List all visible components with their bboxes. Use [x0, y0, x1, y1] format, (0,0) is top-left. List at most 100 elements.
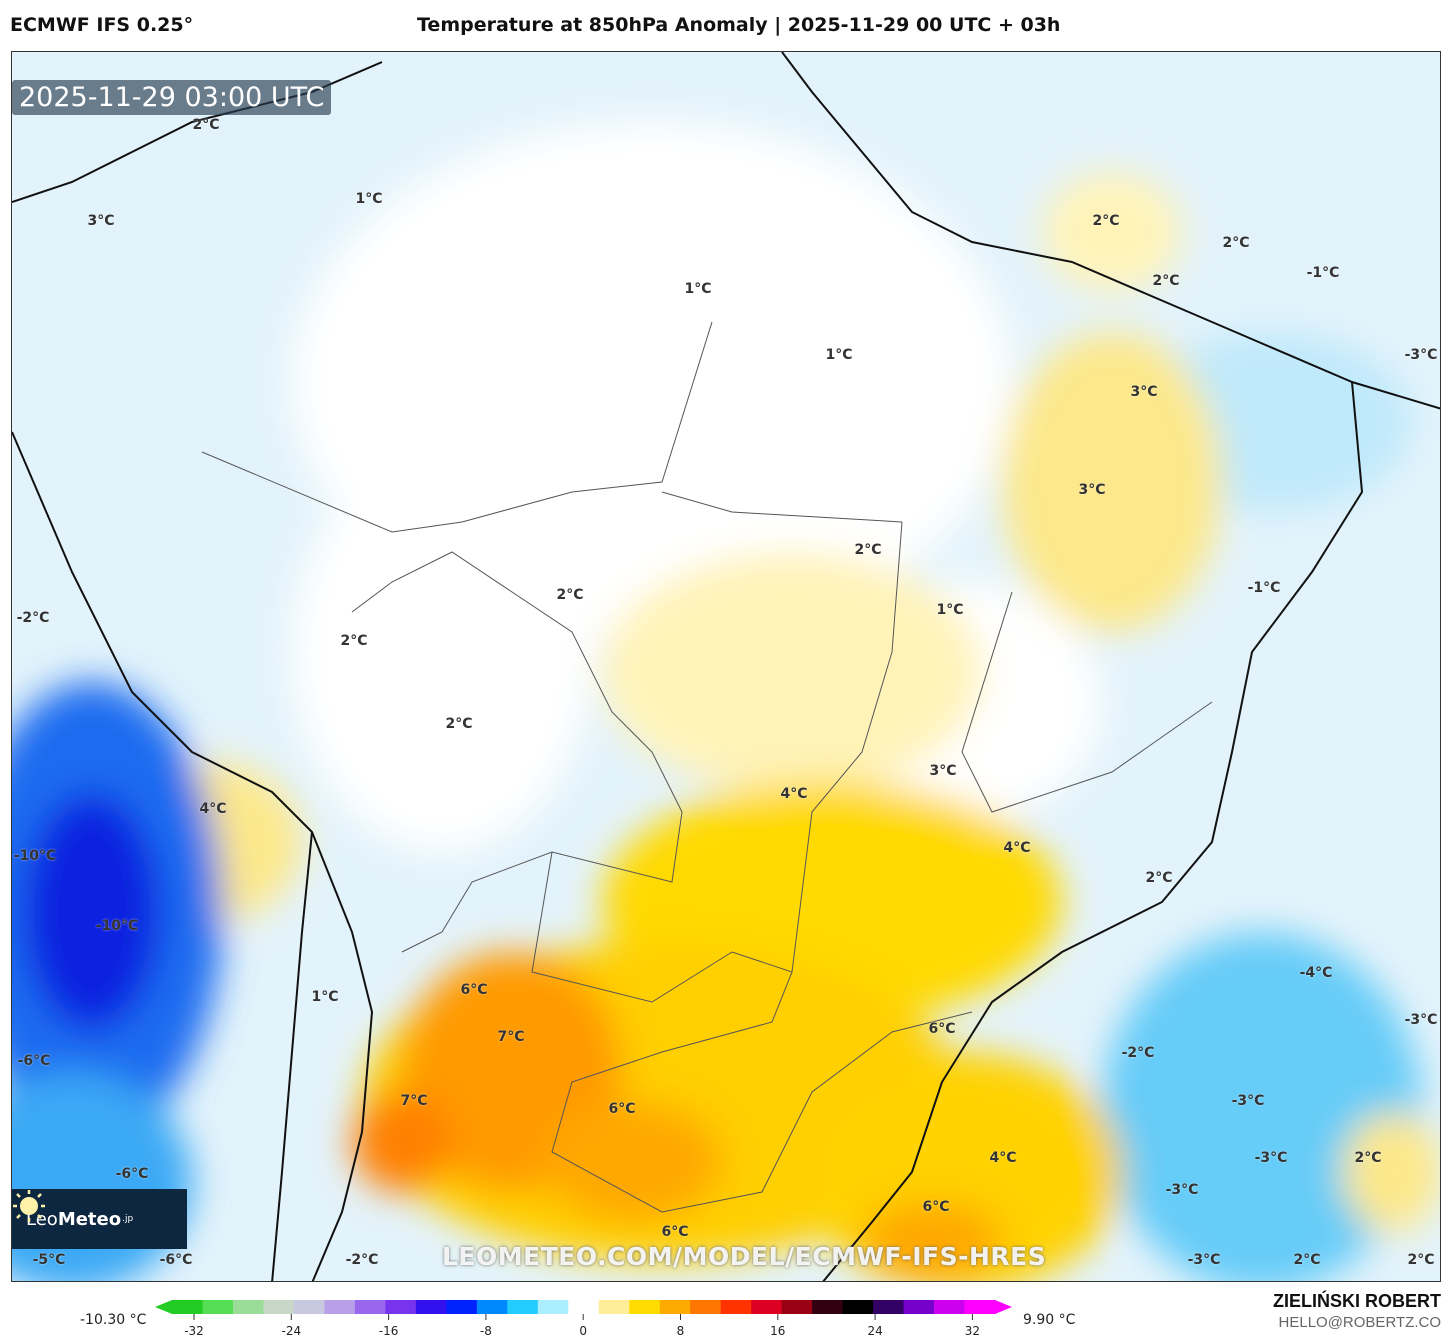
contour-label: 6°C — [661, 1224, 689, 1240]
valid-time-stamp: 2025-11-29 03:00 UTC — [12, 80, 332, 115]
contour-label: -3°C — [1187, 1252, 1221, 1268]
contour-label: 1°C — [825, 347, 853, 363]
watermark-url: LEOMETEO.COM/MODEL/ECMWF-IFS-HRES — [442, 1242, 1047, 1271]
colorbar: -10.30 °C -32 -24 -16 -8 0 8 16 24 32 9.90 °C ZI… — [0, 1290, 1451, 1338]
contour-label: 2°C — [1092, 213, 1120, 229]
chart-title: Temperature at 850hPa Anomaly | 2025-11-… — [417, 14, 1061, 36]
colorbar-swatch — [720, 1300, 752, 1314]
colorbar-scale: -32 -24 -16 -8 0 8 16 24 32 — [155, 1300, 1012, 1338]
contour-label: 2°C — [1293, 1252, 1321, 1268]
contour-label: 2°C — [1152, 273, 1180, 289]
author-email[interactable]: HELLO@ROBERTZ.CO — [1278, 1314, 1441, 1331]
anomaly-field — [12, 52, 1440, 1281]
contour-label: 3°C — [1078, 482, 1106, 498]
contour-label: 1°C — [684, 281, 712, 297]
colorbar-max-label: 9.90 °C — [1023, 1312, 1076, 1328]
colorbar-tick-label: -24 — [281, 1324, 301, 1338]
contour-label: -1°C — [1247, 580, 1281, 596]
logo-text-meteo: Meteo — [57, 1208, 122, 1230]
colorbar-tick-label: 32 — [965, 1324, 980, 1338]
colorbar-swatch — [568, 1300, 600, 1314]
contour-label: 2°C — [445, 716, 473, 732]
contour-label: -10°C — [13, 848, 57, 864]
contour-label: 7°C — [497, 1029, 525, 1045]
contour-label: 4°C — [989, 1150, 1017, 1166]
contour-label: -3°C — [1231, 1093, 1265, 1109]
colorbar-tick-label: 24 — [867, 1324, 882, 1338]
colorbar-swatch — [598, 1300, 630, 1314]
logo-text-leo: Leo — [26, 1208, 58, 1230]
contour-label: 3°C — [929, 763, 957, 779]
contour-label: -3°C — [1404, 347, 1438, 363]
contour-label: -3°C — [1404, 1012, 1438, 1028]
colorbar-swatch — [659, 1300, 691, 1314]
colorbar-extend-max — [995, 1300, 1012, 1314]
contour-label: -4°C — [1299, 965, 1333, 981]
colorbar-min-label: -10.30 °C — [80, 1312, 147, 1328]
colorbar-extend-min — [155, 1300, 172, 1314]
colorbar-swatch — [903, 1300, 935, 1314]
leometeo-logo[interactable]: Leo Meteo .jp — [12, 1189, 187, 1249]
colorbar-tick-label: -16 — [379, 1324, 399, 1338]
logo-text-suffix: .jp — [122, 1214, 134, 1224]
contour-label: 2°C — [340, 633, 368, 649]
colorbar-swatch — [476, 1300, 508, 1314]
colorbar-tick-label: -8 — [480, 1324, 492, 1338]
colorbar-swatch — [202, 1300, 234, 1314]
contour-label: 2°C — [1354, 1150, 1382, 1166]
colorbar-tick-label: 0 — [579, 1324, 587, 1338]
contour-label: -2°C — [1121, 1045, 1155, 1061]
colorbar-swatch — [415, 1300, 447, 1314]
contour-label: 6°C — [608, 1101, 636, 1117]
colorbar-swatch — [263, 1300, 295, 1314]
colorbar-swatch — [629, 1300, 661, 1314]
contour-label: 4°C — [199, 801, 227, 817]
colorbar-swatch — [324, 1300, 356, 1314]
colorbar-swatch — [690, 1300, 722, 1314]
colorbar-swatch — [873, 1300, 905, 1314]
anomaly-map[interactable]: 2025-11-29 03:00 UTC 2°C 1°C 3°C 1°C 1°C 2°C 2… — [11, 51, 1441, 1282]
colorbar-swatch — [232, 1300, 264, 1314]
colorbar-swatch — [934, 1300, 966, 1314]
contour-label: 2°C — [1407, 1252, 1435, 1268]
colorbar-tick-label: 16 — [770, 1324, 785, 1338]
contour-label: -3°C — [1254, 1150, 1288, 1166]
contour-label: 2°C — [1222, 235, 1250, 251]
contour-label: 1°C — [355, 191, 383, 207]
colorbar-swatch — [537, 1300, 569, 1314]
contour-label: -6°C — [159, 1252, 193, 1268]
colorbar-swatch — [751, 1300, 783, 1314]
contour-label: -10°C — [95, 918, 139, 934]
colorbar-swatch — [507, 1300, 539, 1314]
colorbar-swatch — [842, 1300, 874, 1314]
contour-label: 3°C — [1130, 384, 1158, 400]
contour-label: -2°C — [16, 610, 50, 626]
contour-label: 4°C — [780, 786, 808, 802]
colorbar-swatch — [354, 1300, 386, 1314]
contour-label: -3°C — [1165, 1182, 1199, 1198]
colorbar-swatch — [446, 1300, 478, 1314]
contour-label: 3°C — [87, 213, 115, 229]
contour-label: 2°C — [1145, 870, 1173, 886]
colorbar-swatch — [781, 1300, 813, 1314]
contour-label: 6°C — [922, 1199, 950, 1215]
contour-label: 7°C — [400, 1093, 428, 1109]
sun-icon — [13, 1190, 45, 1222]
colorbar-swatch — [293, 1300, 325, 1314]
contour-label: -6°C — [17, 1053, 51, 1069]
colorbar-tick-label: -32 — [184, 1324, 204, 1338]
model-name: ECMWF IFS 0.25° — [10, 14, 194, 36]
contour-label: 1°C — [311, 989, 339, 1005]
author-name: ZIELIŃSKI ROBERT — [1272, 1291, 1441, 1311]
contour-label: 2°C — [556, 587, 584, 603]
colorbar-swatch — [172, 1300, 203, 1314]
contour-label: 2°C — [192, 117, 220, 133]
contour-label: -1°C — [1306, 265, 1340, 281]
colorbar-swatch — [385, 1300, 417, 1314]
contour-label: 2°C — [854, 542, 882, 558]
contour-label: -5°C — [32, 1252, 66, 1268]
contour-label: -2°C — [345, 1252, 379, 1268]
contour-label: 1°C — [936, 602, 964, 618]
colorbar-tick-label: 8 — [677, 1324, 685, 1338]
contour-label: -6°C — [115, 1166, 149, 1182]
